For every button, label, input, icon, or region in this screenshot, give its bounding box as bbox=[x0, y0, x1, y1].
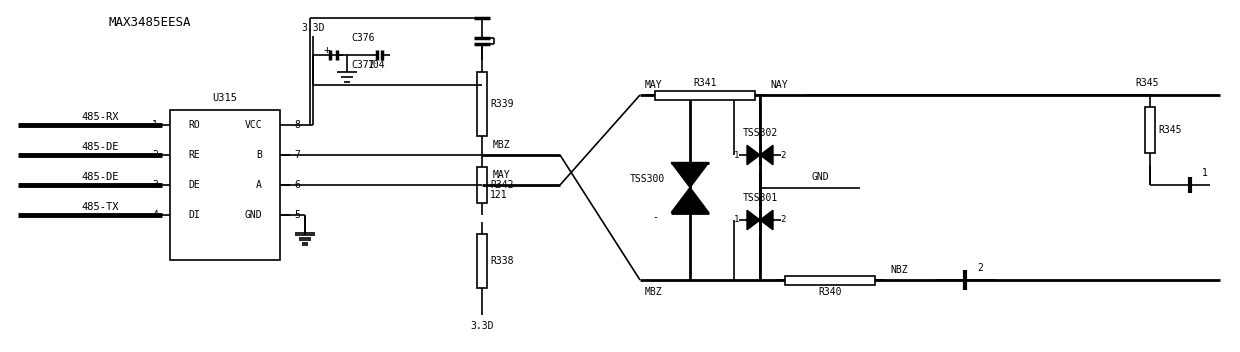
Text: 1: 1 bbox=[1202, 168, 1208, 178]
Polygon shape bbox=[760, 145, 773, 165]
Text: MAY: MAY bbox=[492, 170, 510, 180]
Text: -: - bbox=[652, 213, 658, 222]
Text: RO: RO bbox=[188, 120, 200, 130]
Bar bbox=[785, 276, 875, 284]
Bar bbox=[170, 110, 280, 260]
Text: DE: DE bbox=[188, 180, 200, 190]
Text: VCC: VCC bbox=[244, 120, 262, 130]
Text: A: A bbox=[257, 180, 262, 190]
Text: 2: 2 bbox=[153, 150, 157, 160]
Text: R338: R338 bbox=[490, 256, 513, 266]
Text: NBZ: NBZ bbox=[890, 265, 908, 275]
Text: MBZ: MBZ bbox=[492, 140, 510, 150]
Text: 3.3D: 3.3D bbox=[470, 321, 494, 331]
Text: B: B bbox=[257, 150, 262, 160]
Text: 485-DE: 485-DE bbox=[82, 172, 119, 182]
Bar bbox=[477, 234, 487, 288]
Text: 485-DE: 485-DE bbox=[82, 142, 119, 152]
Text: 3.3D: 3.3D bbox=[301, 23, 325, 33]
Text: 1: 1 bbox=[153, 120, 157, 130]
Text: 7: 7 bbox=[294, 150, 300, 160]
Text: MAX3485EESA: MAX3485EESA bbox=[109, 15, 191, 29]
Text: 2: 2 bbox=[780, 215, 786, 225]
Text: R342: R342 bbox=[490, 180, 513, 190]
Polygon shape bbox=[671, 163, 709, 188]
Text: TSS302: TSS302 bbox=[743, 128, 777, 138]
Polygon shape bbox=[760, 210, 773, 230]
Text: 5: 5 bbox=[294, 210, 300, 220]
Text: DI: DI bbox=[188, 210, 200, 220]
Text: 104: 104 bbox=[368, 60, 386, 70]
Text: 485-RX: 485-RX bbox=[82, 112, 119, 122]
Text: NAY: NAY bbox=[770, 80, 787, 90]
Text: R340: R340 bbox=[818, 287, 842, 297]
Text: R339: R339 bbox=[490, 99, 513, 109]
Text: C377: C377 bbox=[351, 60, 374, 70]
Text: MAY: MAY bbox=[645, 80, 662, 90]
Text: 1: 1 bbox=[734, 215, 740, 225]
Text: U315: U315 bbox=[212, 93, 238, 103]
Bar bbox=[655, 90, 755, 100]
Text: TSS301: TSS301 bbox=[743, 193, 777, 203]
Text: 4: 4 bbox=[153, 210, 157, 220]
Text: +: + bbox=[324, 45, 330, 55]
Bar bbox=[1145, 107, 1154, 153]
Text: 2: 2 bbox=[780, 151, 786, 159]
Text: RE: RE bbox=[188, 150, 200, 160]
Polygon shape bbox=[746, 210, 760, 230]
Text: MBZ: MBZ bbox=[645, 287, 662, 297]
Text: TSS300: TSS300 bbox=[630, 175, 665, 184]
Text: 121: 121 bbox=[490, 190, 507, 200]
Text: 1: 1 bbox=[734, 151, 740, 159]
Text: R341: R341 bbox=[693, 78, 717, 88]
Text: 8: 8 bbox=[294, 120, 300, 130]
Bar bbox=[477, 72, 487, 136]
Text: C376: C376 bbox=[351, 33, 374, 43]
Text: R345: R345 bbox=[1135, 78, 1158, 88]
Polygon shape bbox=[746, 145, 760, 165]
Text: 3: 3 bbox=[153, 180, 157, 190]
Text: 485-TX: 485-TX bbox=[82, 202, 119, 212]
Text: GND: GND bbox=[811, 172, 828, 182]
Text: 6: 6 bbox=[294, 180, 300, 190]
Text: R345: R345 bbox=[1158, 125, 1182, 135]
Text: 2: 2 bbox=[977, 263, 983, 273]
Text: GND: GND bbox=[244, 210, 262, 220]
Polygon shape bbox=[671, 188, 709, 213]
Bar bbox=[477, 167, 487, 203]
